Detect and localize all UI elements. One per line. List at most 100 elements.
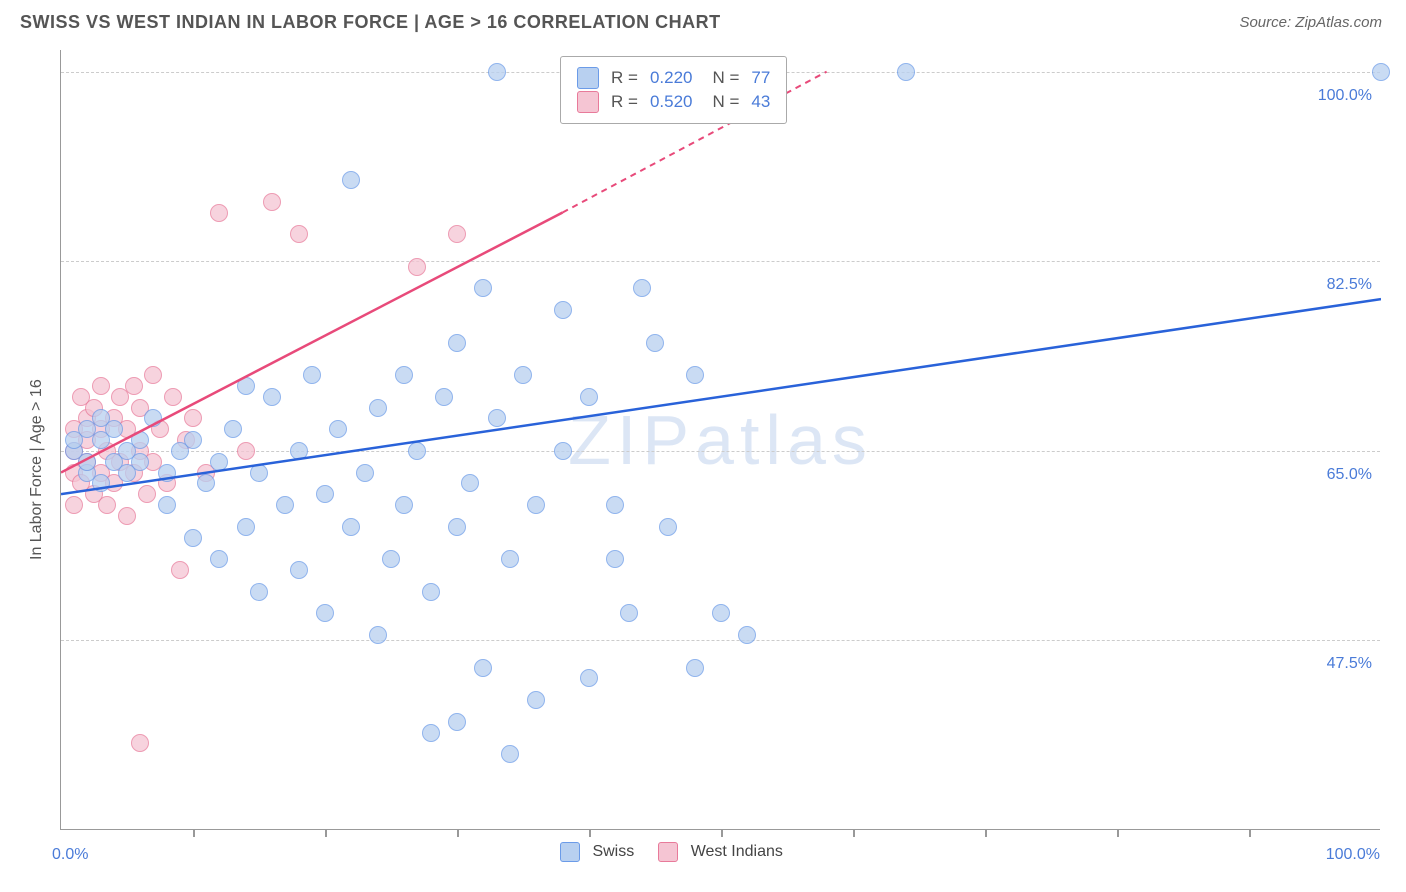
x-tick [853, 829, 855, 837]
data-point-west-indians [408, 258, 426, 276]
data-point-swiss [316, 604, 334, 622]
data-point-swiss [237, 518, 255, 536]
corr-r-label: R = [611, 68, 638, 88]
data-point-west-indians [210, 204, 228, 222]
data-point-swiss [488, 409, 506, 427]
data-point-swiss [197, 474, 215, 492]
data-point-swiss [527, 496, 545, 514]
data-point-west-indians [144, 366, 162, 384]
x-tick [721, 829, 723, 837]
corr-swatch [577, 91, 599, 113]
data-point-swiss [448, 518, 466, 536]
data-point-west-indians [184, 409, 202, 427]
data-point-swiss [395, 496, 413, 514]
data-point-swiss [686, 659, 704, 677]
data-point-swiss [686, 366, 704, 384]
data-point-swiss [488, 63, 506, 81]
data-point-swiss [105, 420, 123, 438]
data-point-swiss [606, 550, 624, 568]
data-point-swiss [210, 453, 228, 471]
data-point-swiss [422, 724, 440, 742]
data-point-swiss [554, 442, 572, 460]
data-point-west-indians [290, 225, 308, 243]
data-point-west-indians [448, 225, 466, 243]
x-tick [457, 829, 459, 837]
corr-n-value: 43 [751, 92, 770, 112]
data-point-swiss [92, 474, 110, 492]
source-label: Source: ZipAtlas.com [1239, 14, 1382, 31]
data-point-swiss [356, 464, 374, 482]
data-point-swiss [501, 550, 519, 568]
data-point-swiss [897, 63, 915, 81]
data-point-swiss [474, 659, 492, 677]
data-point-swiss [342, 518, 360, 536]
data-point-swiss [620, 604, 638, 622]
data-point-swiss [633, 279, 651, 297]
data-point-swiss [184, 529, 202, 547]
data-point-swiss [250, 464, 268, 482]
data-point-swiss [210, 550, 228, 568]
trend-lines [61, 50, 1381, 830]
data-point-west-indians [131, 734, 149, 752]
legend-item-swiss: Swiss [560, 842, 634, 862]
data-point-swiss [290, 442, 308, 460]
x-tick [985, 829, 987, 837]
data-point-swiss [369, 399, 387, 417]
watermark: ZIPatlas [568, 400, 873, 480]
data-point-west-indians [118, 507, 136, 525]
legend-label-west-indians: West Indians [691, 843, 783, 860]
correlation-box: R =0.220N =77R =0.520N =43 [560, 56, 787, 124]
legend-bottom: Swiss West Indians [560, 842, 783, 862]
data-point-swiss [250, 583, 268, 601]
corr-n-label: N = [712, 68, 739, 88]
legend-label-swiss: Swiss [592, 843, 634, 860]
plot-area: ZIPatlas 47.5%65.0%82.5%100.0% [60, 50, 1380, 830]
data-point-west-indians [263, 193, 281, 211]
data-point-swiss [580, 388, 598, 406]
data-point-swiss [422, 583, 440, 601]
data-point-swiss [342, 171, 360, 189]
chart-title: SWISS VS WEST INDIAN IN LABOR FORCE | AG… [20, 12, 721, 33]
data-point-west-indians [164, 388, 182, 406]
data-point-swiss [738, 626, 756, 644]
data-point-swiss [501, 745, 519, 763]
data-point-west-indians [98, 496, 116, 514]
data-point-west-indians [138, 485, 156, 503]
data-point-west-indians [92, 377, 110, 395]
grid-line [61, 640, 1380, 641]
data-point-swiss [316, 485, 334, 503]
data-point-swiss [474, 279, 492, 297]
data-point-swiss [435, 388, 453, 406]
legend-swatch-west-indians [658, 842, 678, 862]
data-point-swiss [158, 496, 176, 514]
y-tick-label: 100.0% [1318, 87, 1372, 105]
data-point-swiss [461, 474, 479, 492]
data-point-swiss [237, 377, 255, 395]
x-tick [1249, 829, 1251, 837]
data-point-swiss [329, 420, 347, 438]
data-point-swiss [659, 518, 677, 536]
corr-r-label: R = [611, 92, 638, 112]
data-point-swiss [382, 550, 400, 568]
correlation-row: R =0.220N =77 [577, 67, 770, 89]
grid-line [61, 451, 1380, 452]
data-point-swiss [144, 409, 162, 427]
grid-line [61, 261, 1380, 262]
data-point-swiss [158, 464, 176, 482]
data-point-swiss [448, 713, 466, 731]
legend-swatch-swiss [560, 842, 580, 862]
data-point-swiss [131, 453, 149, 471]
data-point-swiss [276, 496, 294, 514]
corr-n-value: 77 [751, 68, 770, 88]
x-tick [1117, 829, 1119, 837]
data-point-west-indians [65, 496, 83, 514]
correlation-row: R =0.520N =43 [577, 91, 770, 113]
x-axis-max-label: 100.0% [1326, 846, 1380, 864]
data-point-swiss [184, 431, 202, 449]
x-tick [193, 829, 195, 837]
y-axis-title: In Labor Force | Age > 16 [28, 379, 46, 560]
data-point-swiss [303, 366, 321, 384]
data-point-swiss [395, 366, 413, 384]
data-point-swiss [131, 431, 149, 449]
data-point-west-indians [171, 561, 189, 579]
